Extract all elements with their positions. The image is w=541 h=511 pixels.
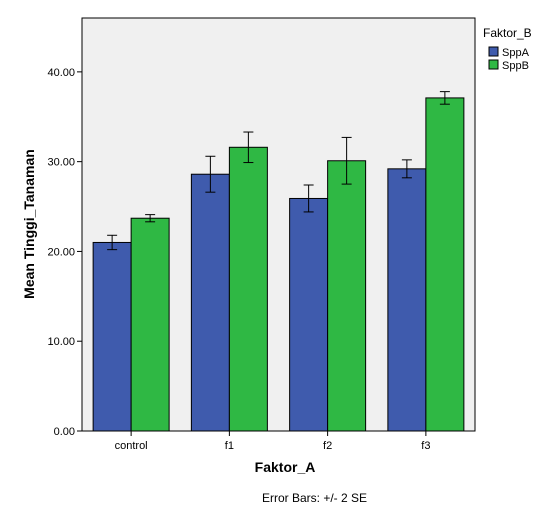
- error-bars-footnote: Error Bars: +/- 2 SE: [262, 491, 367, 505]
- bar-SppA-f1: [190, 173, 230, 432]
- legend-label-SppA: SppA: [502, 47, 530, 59]
- legend-swatch-SppA: [488, 46, 499, 57]
- x-tick-label-control: control: [115, 440, 148, 452]
- bar-SppB-f1: [228, 146, 268, 432]
- bar-SppA-control: [92, 241, 132, 432]
- y-tick-label-10: 10.00: [47, 336, 75, 348]
- legend-swatch-SppB: [488, 59, 499, 70]
- bar-SppB-f3: [425, 97, 465, 432]
- x-tick-label-f3: f3: [421, 440, 430, 452]
- x-axis-title: Faktor_A: [255, 459, 316, 475]
- x-tick-label-f1: f1: [225, 440, 234, 452]
- bars-layer: [92, 97, 465, 432]
- bar-SppA-f3: [387, 168, 427, 432]
- y-tick-label-40: 40.00: [47, 67, 75, 79]
- y-tick-label-20: 20.00: [47, 246, 75, 258]
- y-axis: 0.00 10.00 20.00 30.00 40.00: [47, 67, 82, 438]
- bar-SppA-f2: [289, 197, 329, 432]
- x-tick-label-f2: f2: [323, 440, 332, 452]
- bar-SppB-control: [130, 217, 170, 432]
- y-tick-label-0: 0.00: [54, 426, 75, 438]
- y-tick-label-30: 30.00: [47, 157, 75, 169]
- error-bars-layer: [107, 91, 450, 251]
- legend-title: Faktor_B: [483, 26, 532, 40]
- legend-label-SppB: SppB: [502, 60, 529, 72]
- bar-SppB-f2: [327, 160, 367, 432]
- x-axis: control f1 f2 f3: [115, 431, 430, 452]
- y-axis-title: Mean Tinggi_Tanaman: [21, 149, 37, 299]
